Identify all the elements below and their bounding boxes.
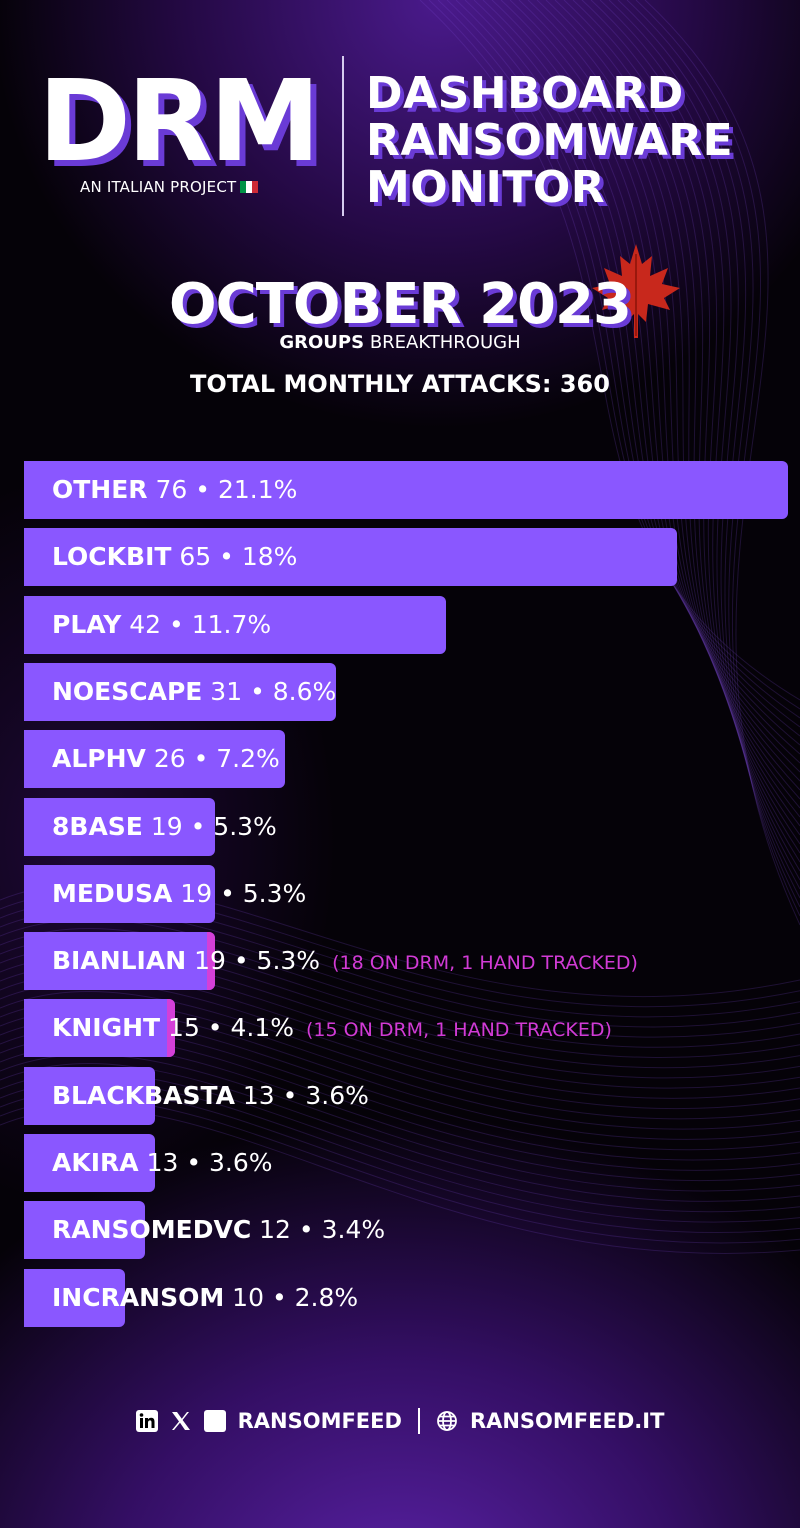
hand-tracked-segment xyxy=(207,932,215,991)
bar-knight xyxy=(24,999,175,1058)
group-value: 26 • 7.2% xyxy=(145,744,280,774)
subtitle-rest: BREAKTHROUGH xyxy=(369,332,521,353)
group-value: 42 • 11.7% xyxy=(121,609,272,639)
bar-label-akira: AKIRA 13 • 3.6% xyxy=(52,1134,273,1192)
tagline-text: AN ITALIAN PROJECT xyxy=(80,178,237,196)
bar-label-blackbasta: BLACKBASTA 13 • 3.6% xyxy=(52,1067,369,1125)
bar-play xyxy=(24,595,447,654)
group-name: BIANLIAN xyxy=(52,946,187,976)
bar-blackbasta xyxy=(24,1066,155,1125)
group-value: 76 • 21.1% xyxy=(147,475,298,504)
header-title-line-2: RANSOMWARE xyxy=(366,115,734,166)
header-title-line-1: DASHBOARD xyxy=(366,68,684,119)
bar-ransomedvc xyxy=(24,1201,145,1260)
group-name: RANSOMEDVC xyxy=(52,1215,252,1245)
globe-icon xyxy=(436,1410,458,1432)
bar-label-other: OTHER 76 • 21.1% xyxy=(52,461,297,519)
group-value: 19 • 5.3% xyxy=(142,811,277,841)
x-icon[interactable] xyxy=(170,1410,192,1432)
group-name: 8BASE xyxy=(52,811,143,841)
bar-medusa xyxy=(24,864,215,923)
group-value: 15 • 4.1% xyxy=(160,1013,295,1043)
group-name: INCRANSOM xyxy=(52,1282,225,1312)
square-icon[interactable] xyxy=(203,1410,226,1432)
group-name: OTHER xyxy=(52,475,148,504)
bar-8base xyxy=(24,797,215,856)
maple-leaf-icon xyxy=(592,244,680,338)
footer-separator xyxy=(417,1408,420,1434)
bar-label-8base: 8BASE 19 • 5.3% xyxy=(52,798,277,856)
group-name: ALPHV xyxy=(52,744,146,774)
group-name: MEDUSA xyxy=(52,878,173,908)
footer-website[interactable]: RANSOMFEED.IT xyxy=(469,1409,665,1433)
group-name: NOESCAPE xyxy=(52,676,203,706)
drm-logo: DRM xyxy=(38,57,321,187)
header-title: DASHBOARD RANSOMWARE MONITOR xyxy=(366,70,786,211)
bar-label-bianlian: BIANLIAN 19 • 5.3% (18 ON DRM, 1 HAND TRA… xyxy=(52,932,638,990)
group-value: 10 • 2.8% xyxy=(224,1282,359,1312)
italian-flag-icon xyxy=(240,181,259,193)
group-name: BLACKBASTA xyxy=(52,1080,235,1110)
bar-lockbit xyxy=(24,528,678,587)
bar-label-incransom: INCRANSOM 10 • 2.8% xyxy=(52,1269,358,1327)
group-note: (15 ON DRM, 1 HAND TRACKED) xyxy=(306,1019,612,1042)
bar-label-play: PLAY 42 • 11.7% xyxy=(52,596,271,654)
group-value: 13 • 3.6% xyxy=(234,1080,369,1110)
bar-other xyxy=(24,461,788,519)
bar-alphv xyxy=(24,730,286,789)
group-name: AKIRA xyxy=(52,1148,139,1177)
bar-incransom xyxy=(24,1268,125,1327)
bar-label-alphv: ALPHV 26 • 7.2% xyxy=(52,730,280,788)
header-title-line-3: MONITOR xyxy=(366,162,606,213)
linkedin-icon[interactable] xyxy=(135,1410,158,1432)
group-value: 12 • 3.4% xyxy=(251,1215,386,1245)
footer-handle[interactable]: RANSOMFEED xyxy=(237,1409,402,1433)
group-value: 31 • 8.6% xyxy=(202,676,337,706)
hand-tracked-segment xyxy=(166,999,175,1058)
group-name: PLAY xyxy=(52,609,122,639)
group-name: LOCKBIT xyxy=(52,542,172,572)
group-value: 13 • 3.6% xyxy=(138,1148,273,1177)
chart-subtitle: GROUPS BREAKTHROUGH xyxy=(0,332,800,353)
group-name: KNIGHT xyxy=(52,1013,161,1043)
bar-label-lockbit: LOCKBIT 65 • 18% xyxy=(52,528,297,586)
bar-label-knight: KNIGHT 15 • 4.1% (15 ON DRM, 1 HAND TRACK… xyxy=(52,999,612,1057)
group-value: 65 • 18% xyxy=(171,542,298,572)
tagline: AN ITALIAN PROJECT xyxy=(80,178,259,196)
footer: RANSOMFEED RANSOMFEED.IT xyxy=(0,1404,800,1438)
bar-akira xyxy=(24,1134,155,1192)
month-title: OCTOBER 2023 xyxy=(169,272,632,337)
group-value: 19 • 5.3% xyxy=(186,946,321,976)
group-value: 19 • 5.3% xyxy=(172,878,307,908)
bar-label-ransomedvc: RANSOMEDVC 12 • 3.4% xyxy=(52,1201,385,1259)
bar-label-noescape: NOESCAPE 31 • 8.6% xyxy=(52,663,336,721)
bar-label-medusa: MEDUSA 19 • 5.3% xyxy=(52,865,306,923)
bar-bianlian xyxy=(24,932,215,991)
bar-noescape xyxy=(24,662,336,721)
total-attacks: TOTAL MONTHLY ATTACKS: 360 xyxy=(190,370,610,398)
group-note: (18 ON DRM, 1 HAND TRACKED) xyxy=(332,952,638,975)
header-divider xyxy=(342,56,344,216)
subtitle-bold: GROUPS xyxy=(279,332,365,353)
